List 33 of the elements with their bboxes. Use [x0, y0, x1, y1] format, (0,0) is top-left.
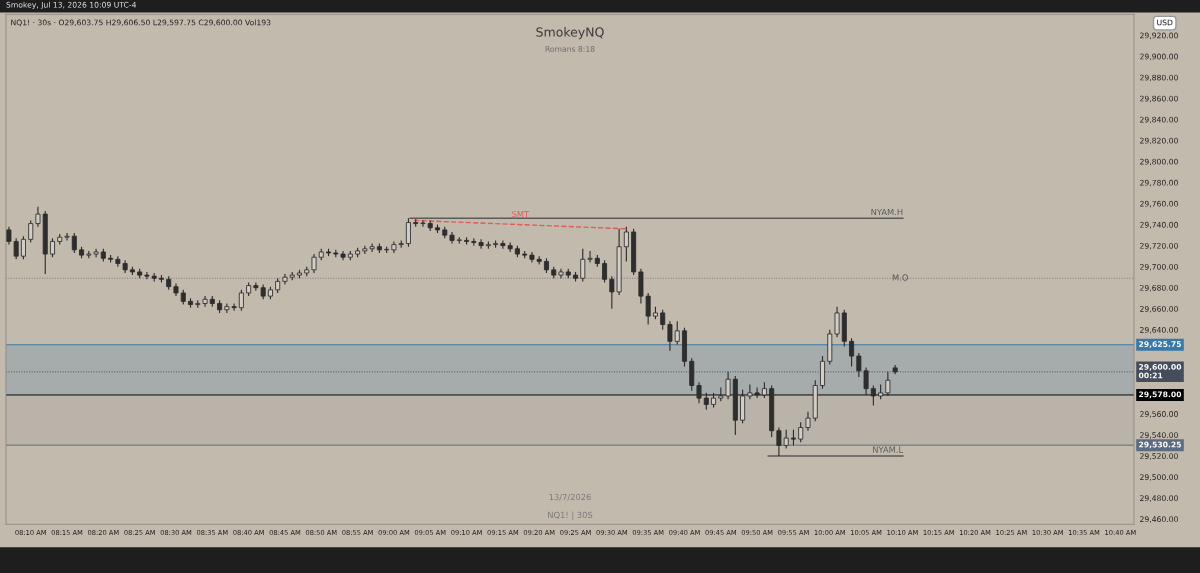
candlestick [798, 421, 804, 443]
candlestick [311, 253, 317, 274]
candlestick [282, 273, 288, 286]
candlestick [660, 309, 666, 331]
candlestick [667, 320, 673, 352]
series-label: NYAM.L [873, 446, 904, 453]
series-label: NYAM.H [871, 208, 903, 215]
candlestick [696, 381, 702, 404]
annotation: NQ1! | 30S [548, 511, 593, 520]
candlestick [623, 226, 629, 262]
series-label: SMT [512, 210, 530, 218]
candlestick [202, 295, 208, 308]
candlestick [580, 248, 586, 282]
candlestick [805, 411, 811, 432]
candlestick [602, 259, 608, 284]
candlestick [20, 235, 26, 260]
candlestick [674, 320, 680, 346]
candlestick [405, 217, 411, 248]
candlestick [64, 232, 70, 241]
candlestick [587, 250, 593, 264]
ref-line-label: M.O [892, 274, 908, 281]
text: SmokeyNQ [536, 27, 604, 40]
candlestick [885, 371, 891, 397]
candlestick [238, 289, 244, 312]
annotation: 13/7/2026 [549, 493, 591, 501]
candlestick [50, 237, 55, 258]
candlestick [849, 337, 855, 368]
candlestick [834, 306, 840, 338]
candlestick [71, 232, 77, 254]
candlestick [420, 219, 426, 228]
candlestick [28, 219, 34, 244]
candlestick [870, 384, 876, 407]
candlestick [35, 206, 41, 228]
